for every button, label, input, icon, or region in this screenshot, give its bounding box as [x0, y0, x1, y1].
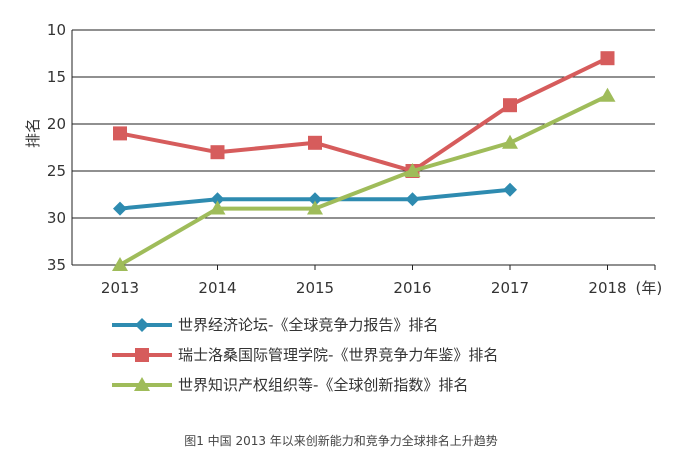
x-tick-label: 2013: [101, 279, 139, 297]
legend: 世界经济论坛-《全球竞争力报告》排名瑞士洛桑国际管理学院-《世界竞争力年鉴》排名…: [112, 316, 498, 394]
data-point-square: [113, 126, 127, 141]
data-point-square: [503, 98, 517, 113]
axes: 10 15 20 25 30 35 2013 2014 2015 2016 2017 2018 (年): [47, 21, 662, 297]
y-tick-label: 25: [47, 162, 66, 180]
data-point-triangle: [404, 162, 421, 177]
x-tick-label: 2016: [393, 279, 431, 297]
x-tick-label: 2018: [588, 279, 626, 297]
x-axis-unit: (年): [636, 279, 663, 297]
y-tick-label: 20: [47, 115, 66, 133]
data-point-diamond: [503, 182, 517, 197]
series-1: [113, 182, 517, 216]
data-point-diamond: [135, 318, 149, 332]
data-point-diamond: [113, 201, 127, 216]
series-group: [112, 51, 616, 271]
legend-label: 瑞士洛桑国际管理学院-《世界竞争力年鉴》排名: [178, 346, 498, 364]
x-tick-label: 2014: [198, 279, 236, 297]
y-axis-label: 排名: [24, 118, 42, 148]
y-tick-label: 15: [47, 68, 66, 86]
legend-item-3: 世界知识产权组织等-《全球创新指数》排名: [112, 376, 468, 394]
legend-item-1: 世界经济论坛-《全球竞争力报告》排名: [112, 316, 438, 334]
data-point-triangle: [307, 200, 323, 215]
legend-label: 世界知识产权组织等-《全球创新指数》排名: [178, 376, 468, 394]
data-point-triangle: [209, 200, 226, 215]
data-point-square: [135, 348, 149, 362]
figure-caption: 图1 中国 2013 年以来创新能力和竞争力全球排名上升趋势: [184, 434, 498, 448]
data-point-diamond: [210, 192, 225, 207]
series-3: [112, 87, 616, 271]
y-tick-label: 10: [47, 21, 66, 39]
data-point-triangle: [599, 87, 616, 102]
legend-item-2: 瑞士洛桑国际管理学院-《世界竞争力年鉴》排名: [112, 346, 498, 364]
data-point-diamond: [405, 192, 420, 207]
data-point-triangle: [134, 376, 150, 391]
data-point-square: [210, 145, 225, 160]
series-line: [118, 93, 610, 267]
grid-lines: [72, 29, 655, 266]
data-point-square: [308, 135, 322, 150]
y-tick-label: 30: [47, 209, 66, 227]
x-tick-label: 2017: [491, 279, 529, 297]
legend-label: 世界经济论坛-《全球竞争力报告》排名: [178, 316, 438, 334]
data-point-square: [600, 51, 615, 66]
series-2: [113, 51, 615, 178]
x-tick-label: 2015: [296, 279, 334, 297]
y-tick-label: 35: [47, 256, 66, 274]
data-point-triangle: [502, 134, 518, 149]
data-point-diamond: [308, 192, 322, 207]
series-line: [118, 56, 610, 173]
data-point-triangle: [112, 256, 128, 271]
